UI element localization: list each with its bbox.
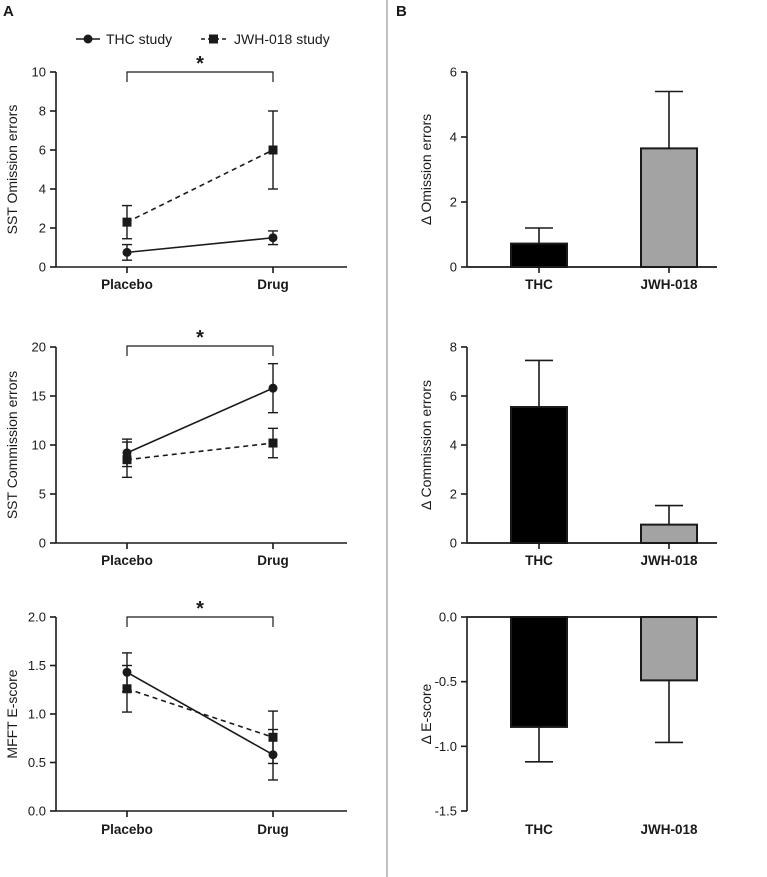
significance-bracket [126, 71, 274, 82]
series-line-jwh [126, 688, 274, 739]
bar-jwh [640, 523, 698, 544]
bar-thc [510, 406, 568, 544]
series-line-thc [126, 236, 274, 254]
data-point-jwh [268, 732, 278, 742]
y-tick-label: 1.0 [28, 707, 46, 722]
escore-delta-bar-chart: 0.0 -0.5 -1.0 -1.5 THC JWH-018 Δ E-score [418, 610, 717, 837]
y-tick-label: 4 [450, 438, 457, 453]
y-tick-label: 2 [450, 195, 457, 210]
commission-line-chart: 0 5 10 15 20 Placebo Drug SST Commission errors… [4, 327, 347, 568]
data-point-jwh [122, 455, 132, 465]
series-line-thc [126, 387, 274, 454]
series-line-thc [126, 671, 274, 756]
y-tick-label: -1.5 [435, 804, 457, 819]
x-category-label: JWH-018 [640, 822, 698, 837]
legend-thc-label: THC study [106, 31, 172, 47]
bar-thc [510, 242, 568, 269]
y-tick-label: -1.0 [435, 739, 457, 754]
y-tick-label: 4 [39, 182, 46, 197]
y-axis-title: SST Omission errors [4, 105, 20, 235]
y-tick-label: 6 [450, 65, 457, 80]
panel-a-letter: A [3, 3, 14, 20]
omission-line-chart: 0 2 4 6 8 10 Placebo Drug SST Omission errors * [4, 53, 347, 292]
data-point-jwh [268, 145, 278, 155]
data-point-thc [122, 247, 132, 257]
legend: THC study JWH-018 study [76, 31, 330, 47]
x-category-label: THC [525, 822, 553, 837]
y-tick-label: 0 [450, 260, 457, 275]
legend-jwh-marker [209, 34, 218, 44]
data-point-jwh [268, 438, 278, 448]
y-tick-label: 10 [32, 438, 46, 453]
bar-thc [510, 616, 568, 728]
bar-jwh [640, 147, 698, 268]
x-category-label: Drug [257, 822, 289, 837]
x-category-label: Placebo [101, 822, 153, 837]
y-tick-label: 20 [32, 340, 46, 355]
y-tick-label: 6 [450, 389, 457, 404]
y-tick-label: 0 [450, 536, 457, 551]
significance-star: * [196, 53, 204, 75]
y-tick-label: 5 [39, 487, 46, 502]
legend-thc-marker [83, 34, 93, 44]
y-tick-label: 10 [32, 65, 46, 80]
y-tick-label: 8 [450, 340, 457, 355]
x-category-label: JWH-018 [640, 553, 698, 568]
y-axis-title: MFFT E-score [4, 669, 20, 758]
x-category-label: THC [525, 553, 553, 568]
data-point-thc [268, 383, 278, 393]
data-point-jwh [122, 684, 132, 694]
x-category-label: Drug [257, 277, 289, 292]
significance-star: * [196, 598, 204, 620]
y-tick-label: 6 [39, 143, 46, 158]
omission-delta-bar-chart: 0 2 4 6 THC JWH-018 Δ Omission errors [418, 65, 717, 292]
y-tick-label: 15 [32, 389, 46, 404]
y-axis-title: Δ Omission errors [418, 114, 434, 225]
significance-bracket [126, 616, 274, 627]
y-tick-label: -0.5 [435, 674, 457, 689]
y-tick-label: 0.0 [28, 804, 46, 819]
y-tick-label: 0.5 [28, 755, 46, 770]
significance-star: * [196, 327, 204, 349]
escore-line-chart: 0.0 0.5 1.0 1.5 2.0 Placebo Drug MFFT E-score * [4, 598, 347, 837]
y-tick-label: 4 [450, 130, 457, 145]
y-tick-label: 0.0 [439, 610, 457, 625]
y-tick-label: 2 [39, 221, 46, 236]
data-point-thc [268, 233, 278, 243]
y-tick-label: 1.5 [28, 658, 46, 673]
bar-jwh [640, 616, 698, 682]
x-category-label: Placebo [101, 553, 153, 568]
y-tick-label: 0 [39, 536, 46, 551]
x-category-label: THC [525, 277, 553, 292]
significance-bracket [126, 345, 274, 356]
y-tick-label: 0 [39, 260, 46, 275]
y-axis-title: Δ Commission errors [418, 380, 434, 510]
commission-delta-bar-chart: 0 2 4 6 8 THC JWH-018 Δ Commission errors [418, 340, 717, 568]
panel-b-letter: B [396, 3, 407, 20]
y-tick-label: 2.0 [28, 610, 46, 625]
y-tick-label: 8 [39, 104, 46, 119]
series-line-jwh [126, 149, 274, 223]
x-category-label: Placebo [101, 277, 153, 292]
y-axis-title: Δ E-score [418, 683, 434, 744]
series-line-jwh [126, 442, 274, 461]
data-point-jwh [122, 217, 132, 227]
legend-jwh-label: JWH-018 study [234, 31, 330, 47]
x-category-label: Drug [257, 553, 289, 568]
y-axis-title: SST Commission errors [4, 371, 20, 519]
y-tick-label: 2 [450, 487, 457, 502]
x-category-label: JWH-018 [640, 277, 698, 292]
